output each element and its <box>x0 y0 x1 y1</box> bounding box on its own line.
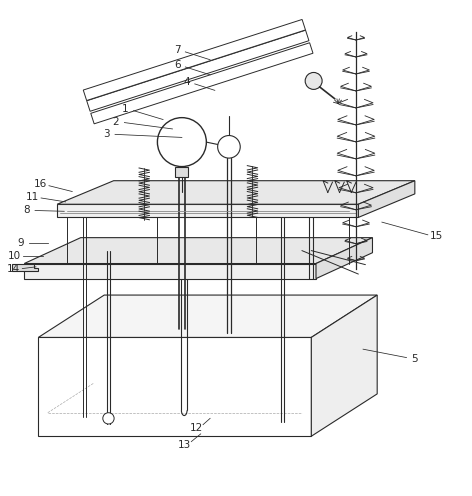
Polygon shape <box>316 238 372 279</box>
Circle shape <box>103 413 114 424</box>
Polygon shape <box>87 30 309 111</box>
Polygon shape <box>312 295 377 436</box>
Polygon shape <box>24 263 316 279</box>
Polygon shape <box>38 295 377 337</box>
Text: 4: 4 <box>183 77 190 87</box>
Polygon shape <box>358 181 415 217</box>
Polygon shape <box>57 181 415 204</box>
Text: 8: 8 <box>23 205 30 215</box>
Polygon shape <box>24 238 372 263</box>
Text: 9: 9 <box>17 238 24 248</box>
Text: 10: 10 <box>8 251 21 261</box>
Circle shape <box>157 118 206 167</box>
Text: 12: 12 <box>189 423 202 433</box>
Text: 15: 15 <box>430 231 443 241</box>
Text: 13: 13 <box>177 440 191 450</box>
Text: 16: 16 <box>34 180 47 189</box>
Circle shape <box>218 135 240 158</box>
Polygon shape <box>38 337 312 436</box>
Polygon shape <box>83 19 305 101</box>
Text: 11: 11 <box>26 192 39 202</box>
Bar <box>175 167 188 177</box>
Text: 1: 1 <box>122 104 129 114</box>
Text: 3: 3 <box>103 129 110 139</box>
Circle shape <box>305 72 322 89</box>
Text: 14: 14 <box>7 264 20 274</box>
Polygon shape <box>11 263 38 271</box>
Text: 6: 6 <box>174 61 180 70</box>
Polygon shape <box>57 204 358 217</box>
Text: 2: 2 <box>113 117 119 127</box>
Polygon shape <box>91 43 313 124</box>
Text: 5: 5 <box>412 354 418 364</box>
Text: 7: 7 <box>174 45 180 56</box>
